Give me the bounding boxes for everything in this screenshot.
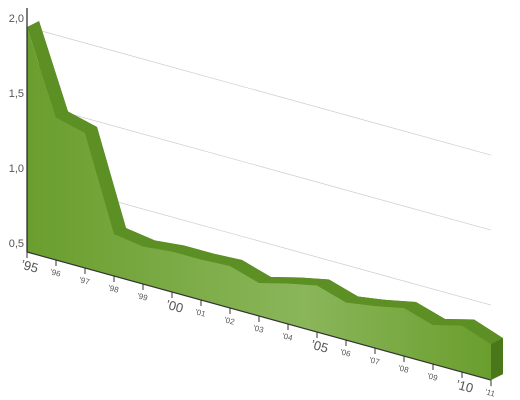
- area-top: [288, 277, 329, 286]
- x-tick-label: ’08: [397, 363, 410, 375]
- area-top: [259, 277, 300, 284]
- area-top: [27, 21, 68, 118]
- area-top: [201, 253, 242, 267]
- grid-line: [26, 26, 492, 156]
- area-top: [230, 260, 271, 284]
- area: [27, 27, 491, 381]
- x-axis: [26, 251, 492, 381]
- area-top: [56, 111, 97, 134]
- x-tick-label: ’97: [78, 275, 91, 287]
- area-top: [85, 127, 126, 235]
- area-top: [433, 319, 474, 326]
- area-top: [375, 300, 416, 309]
- x-tick-label: ’09: [426, 371, 439, 383]
- area-top: [317, 279, 358, 303]
- x-tick-label: ’11: [484, 387, 497, 398]
- area-top: [346, 296, 387, 307]
- x-tick-label: ’96: [49, 267, 62, 279]
- x-tick-label: ’05: [309, 337, 330, 356]
- area-top: [172, 245, 213, 260]
- x-tick-label: ’06: [339, 347, 352, 359]
- y-tick-label: 2,0: [9, 13, 24, 25]
- area-side: [491, 338, 503, 381]
- grid-line: [26, 101, 492, 231]
- y-tick-label: 1,0: [9, 163, 24, 175]
- y-tick-label: 0,5: [9, 238, 24, 250]
- x-tick-label: ’04: [281, 331, 294, 343]
- x-tick-label: ’02: [223, 315, 236, 327]
- x-tick-label: ’10: [454, 377, 475, 396]
- x-tick-label: ’95: [19, 257, 40, 276]
- x-tick-label: ’98: [107, 283, 120, 295]
- area-top: [143, 240, 184, 252]
- x-tick-label: ’03: [252, 323, 265, 335]
- x-tick-label: ’99: [136, 291, 149, 303]
- y-tick-label: 1,5: [9, 88, 24, 100]
- x-tick-label: ’07: [368, 355, 381, 367]
- area-top: [462, 319, 503, 345]
- area-top: [404, 302, 445, 326]
- area-top: [114, 228, 155, 247]
- x-tick-label: ’00: [164, 297, 185, 316]
- x-tick-label: ’01: [194, 307, 207, 319]
